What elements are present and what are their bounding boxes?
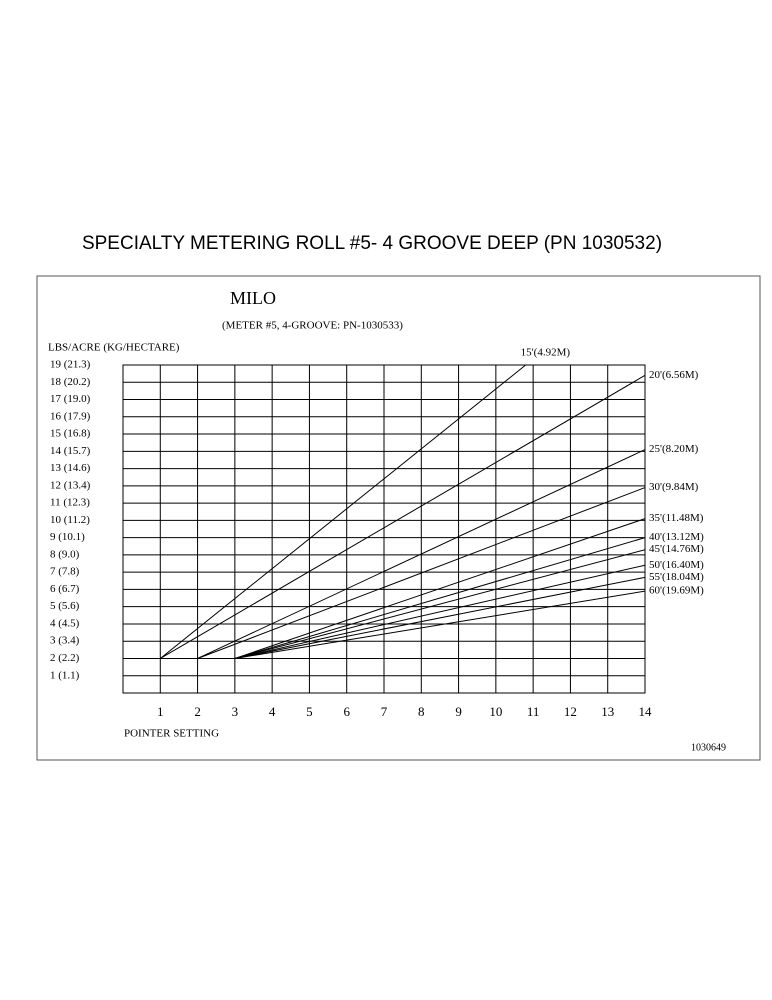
x-tick-label: 6 [343, 704, 350, 719]
series-line [160, 374, 646, 659]
series-line [234, 590, 646, 659]
x-tick-label: 3 [232, 704, 239, 719]
x-tick-label: 8 [418, 704, 425, 719]
series-label: 30'(9.84M) [649, 481, 699, 493]
series-label: 20'(6.56M) [649, 369, 699, 381]
chart-subtitle: MILO [230, 288, 276, 308]
x-tick-label: 10 [489, 704, 502, 719]
figure-id: 1030649 [691, 742, 726, 753]
y-tick-label: 14 (15.7) [50, 445, 91, 457]
series-line [234, 549, 646, 659]
x-tick-label: 11 [527, 704, 540, 719]
x-axis-label: POINTER SETTING [124, 728, 219, 740]
y-tick-label: 10 (11.2) [50, 514, 90, 526]
y-tick-label: 7 (7.8) [50, 566, 80, 578]
y-tick-label: 15 (16.8) [50, 428, 91, 440]
series-label: 15'(4.92M) [521, 347, 571, 359]
series-label: 60'(19.69M) [649, 585, 704, 597]
x-tick-label: 5 [306, 704, 313, 719]
series-line [234, 518, 646, 659]
x-tick-label: 4 [269, 704, 276, 719]
x-tick-label: 14 [639, 704, 653, 719]
y-tick-label: 19 (21.3) [50, 359, 91, 371]
series-label: 40'(13.12M) [649, 531, 704, 543]
y-tick-label: 5 (5.6) [50, 600, 80, 612]
y-tick-label: 6 (6.7) [50, 583, 80, 595]
y-tick-label: 18 (20.2) [50, 376, 91, 388]
x-tick-label: 2 [194, 704, 201, 719]
x-tick-label: 1 [157, 704, 164, 719]
y-tick-label: 12 (13.4) [50, 479, 91, 491]
y-tick-label: 1 (1.1) [50, 669, 80, 681]
y-tick-label: 4 (4.5) [50, 617, 80, 629]
series-line [159, 364, 526, 659]
series-label: 35'(11.48M) [649, 512, 704, 524]
x-tick-label: 7 [381, 704, 388, 719]
y-tick-label: 9 (10.1) [50, 531, 85, 543]
y-tick-label: 11 (12.3) [50, 497, 90, 509]
x-tick-label: 9 [455, 704, 462, 719]
chart-note: (METER #5, 4-GROOVE: PN-1030533) [222, 320, 403, 332]
y-tick-label: 3 (3.4) [50, 635, 80, 647]
x-tick-label: 13 [601, 704, 614, 719]
series-label: 45'(14.76M) [649, 543, 704, 555]
series-line [197, 487, 646, 659]
x-tick-label: 12 [564, 704, 577, 719]
y-tick-label: 17 (19.0) [50, 393, 91, 405]
y-tick-label: 13 (14.6) [50, 462, 91, 474]
series-line [197, 449, 646, 659]
y-tick-label: 2 (2.2) [50, 652, 80, 664]
series-label: 25'(8.20M) [649, 443, 699, 455]
y-tick-label: 16 (17.9) [50, 410, 91, 422]
series-label: 50'(16.40M) [649, 559, 704, 571]
page-title: SPECIALTY METERING ROLL #5- 4 GROOVE DEE… [82, 233, 662, 254]
series-label: 55'(18.04M) [649, 571, 704, 583]
series-line [234, 564, 646, 659]
y-tick-label: 8 (9.0) [50, 548, 80, 560]
series-line [234, 576, 646, 659]
y-axis-label: LBS/ACRE (KG/HECTARE) [48, 342, 180, 354]
series-line [234, 537, 646, 659]
frame [36, 275, 761, 761]
